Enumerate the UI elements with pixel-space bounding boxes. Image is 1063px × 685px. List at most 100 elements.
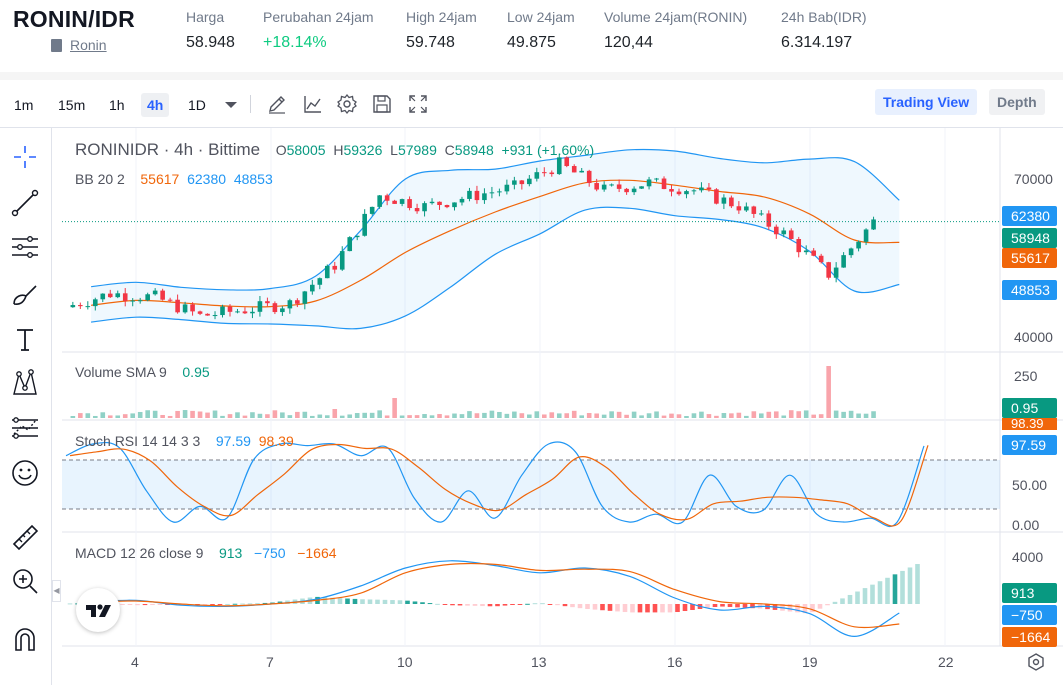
magnet-icon[interactable]	[8, 622, 42, 656]
candle-body	[287, 300, 293, 309]
macd-hist-bar	[727, 604, 733, 607]
bb-legend: BB 20 2 55617 62380 48853	[75, 171, 273, 187]
macd-hist-bar	[742, 604, 748, 608]
candle-body	[863, 229, 869, 242]
candle-body	[556, 157, 562, 175]
volume-bar	[190, 410, 195, 418]
section-divider	[0, 72, 1063, 80]
stat-value: 6.314.197	[781, 34, 853, 51]
gear-icon[interactable]	[336, 93, 358, 115]
x-tick: 19	[802, 654, 818, 670]
stoch-band-fill	[62, 460, 1000, 509]
stoch-d-line	[69, 443, 929, 527]
drawing-tools-sidebar	[0, 128, 52, 685]
zoom-in-icon[interactable]	[8, 564, 42, 598]
stat-label: High 24jam	[406, 9, 477, 25]
volume-bar	[235, 412, 240, 418]
volume-bar	[549, 412, 555, 418]
macd-hist-bar	[165, 604, 170, 605]
candle-body	[70, 305, 76, 308]
brush-icon[interactable]	[8, 278, 42, 312]
macd-name: MACD 12 26 close 9	[75, 545, 204, 561]
candle-body	[137, 300, 143, 302]
trading-view-button[interactable]: Trading View	[875, 89, 978, 115]
volume-bar	[616, 411, 622, 418]
candle-body	[100, 293, 106, 300]
save-icon[interactable]	[371, 93, 393, 115]
macd-hist-bar	[585, 604, 590, 610]
macd-hist-bar	[337, 598, 343, 604]
horizontal-lines-icon[interactable]	[8, 230, 42, 264]
trend-line-icon[interactable]	[8, 186, 42, 220]
timeframe-4h[interactable]: 4h	[141, 93, 170, 117]
volume-bar	[182, 410, 188, 418]
candle-body	[549, 172, 555, 175]
chevron-down-icon[interactable]	[220, 93, 242, 115]
close-value: 58948	[454, 142, 494, 158]
candle-body	[781, 230, 787, 235]
candle-body	[235, 311, 240, 313]
macd-hist-bar	[352, 598, 358, 604]
macd-hist-bar	[532, 603, 538, 605]
depth-button[interactable]: Depth	[989, 89, 1045, 115]
fullscreen-icon[interactable]	[407, 93, 429, 115]
macd-hist-bar	[555, 604, 560, 606]
candle-body	[265, 301, 270, 304]
high-label: H	[333, 142, 344, 158]
bb-band-fill	[91, 149, 900, 329]
volume-bar	[130, 413, 136, 418]
candle-body	[759, 213, 764, 215]
macd-hist-bar	[847, 594, 853, 604]
timeframe-1d[interactable]: 1D	[188, 97, 206, 113]
volume-bar	[122, 414, 128, 418]
volume-bar	[519, 413, 525, 418]
macd-hist-bar	[637, 604, 643, 613]
macd-hist-bar	[907, 567, 913, 604]
bb-upper-value: 62380	[187, 171, 227, 187]
pattern-icon[interactable]	[8, 366, 42, 400]
stoch-k-line	[65, 441, 925, 528]
candle-body	[332, 265, 338, 270]
candle-body	[107, 293, 113, 298]
volume-bar	[272, 410, 278, 418]
candle-body	[803, 250, 809, 253]
macd-hist-bar	[712, 604, 718, 608]
candle-body	[182, 304, 188, 313]
macd-hist-bar	[375, 599, 380, 604]
volume-bar	[137, 411, 143, 418]
ruler-icon[interactable]	[8, 520, 42, 554]
toolbar-divider	[250, 95, 251, 113]
timeframe-15m[interactable]: 15m	[58, 97, 86, 113]
volume-bar	[564, 413, 570, 418]
emoji-icon[interactable]	[8, 456, 42, 490]
macd-hist-bar	[652, 604, 658, 613]
volume-bar	[347, 414, 353, 418]
candle-body	[175, 299, 180, 313]
candle-body	[324, 265, 330, 279]
main-legend: RONINIDR · 4h · Bittime O58005 H59326 L5…	[75, 140, 594, 160]
prediction-icon[interactable]	[8, 410, 42, 444]
collapse-tools-button[interactable]: ◀	[52, 580, 61, 602]
x-tick: 4	[131, 654, 139, 670]
volume-tick: 250	[1014, 368, 1038, 384]
brush-icon[interactable]	[266, 93, 288, 115]
timeframe-1h[interactable]: 1h	[109, 97, 125, 113]
macd-hist-bar	[540, 603, 545, 605]
chart-settings-icon[interactable]	[1027, 653, 1045, 671]
candle-body	[280, 308, 285, 313]
candle-body	[92, 299, 98, 307]
coin-link[interactable]: Ronin	[51, 37, 107, 53]
text-icon[interactable]	[8, 322, 42, 356]
volume-bar	[339, 415, 345, 418]
plot-background	[62, 128, 1000, 646]
candle-body	[571, 166, 577, 173]
volume-bar	[145, 410, 150, 418]
volume-bar	[848, 410, 854, 418]
timeframe-1m[interactable]: 1m	[14, 97, 34, 113]
stat-low: Low 24jam 49.875	[507, 9, 575, 52]
volume-bar	[369, 412, 375, 418]
line-chart-icon[interactable]	[302, 93, 324, 115]
tradingview-logo[interactable]	[76, 588, 120, 632]
crosshair-icon[interactable]	[8, 140, 42, 174]
